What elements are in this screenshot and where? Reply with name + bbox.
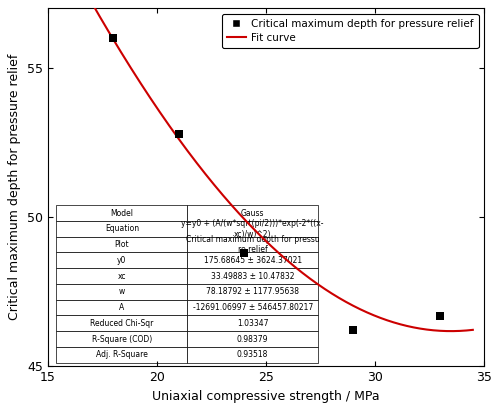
Point — [174, 130, 182, 137]
Y-axis label: Critical maximum depth for pressure relief: Critical maximum depth for pressure reli… — [8, 54, 22, 321]
Point — [436, 312, 444, 319]
Point — [240, 249, 248, 256]
Point — [109, 35, 117, 42]
X-axis label: Uniaxial compressive strength / MPa: Uniaxial compressive strength / MPa — [152, 390, 380, 403]
Legend: Critical maximum depth for pressure relief, Fit curve: Critical maximum depth for pressure reli… — [222, 14, 478, 48]
Point — [349, 327, 357, 334]
